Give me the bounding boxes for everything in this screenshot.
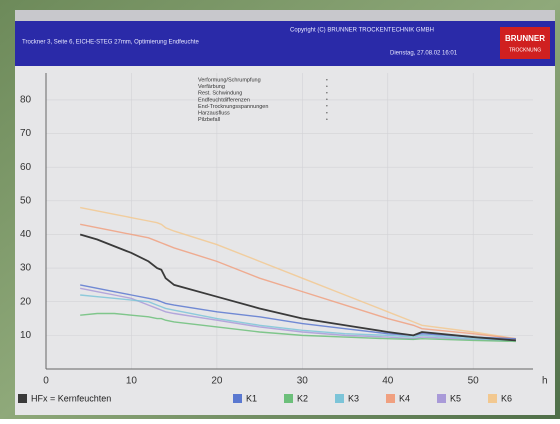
annotation-marker: • [326, 110, 328, 116]
y-tick-label: 10 [20, 330, 32, 341]
legend-swatch [335, 394, 344, 403]
annotation-marker: • [326, 77, 328, 83]
legend-label: K3 [348, 393, 359, 403]
x-tick-label: 40 [382, 376, 394, 387]
x-tick-label: 50 [468, 376, 480, 387]
y-tick-label: 50 [20, 195, 32, 206]
annotation-marker: • [326, 117, 328, 123]
series-line [80, 294, 516, 342]
header-band [15, 21, 555, 66]
x-axis-label: h [542, 376, 548, 387]
y-tick-label: 70 [20, 128, 32, 139]
legend-swatch [233, 394, 242, 403]
annotation: End-Trocknungsspannungen [198, 104, 268, 110]
x-tick-label: 10 [126, 376, 138, 387]
annotation: Pilzbefall [198, 117, 220, 123]
series-line [80, 287, 516, 342]
logo-sub: TROCKNUNG [509, 47, 541, 53]
tab-bar [15, 10, 555, 21]
annotation: Verfärbung [198, 84, 225, 90]
legend-swatch [284, 394, 293, 403]
chart-area [15, 66, 555, 415]
legend-label: K2 [297, 393, 308, 403]
y-tick-label: 20 [20, 296, 32, 307]
annotation: Harzausfluss [198, 110, 230, 116]
x-tick-label: 30 [297, 376, 309, 387]
annotation: Rest. Schwindung [198, 91, 242, 97]
annotation-marker: • [326, 84, 328, 90]
y-tick-label: 40 [20, 229, 32, 240]
date: Dienstag, 27.08.02 16:01 [390, 51, 458, 57]
x-tick-label: 0 [43, 376, 49, 387]
legend-swatch [386, 394, 395, 403]
y-tick-label: 60 [20, 162, 32, 173]
legend-label: K4 [399, 393, 410, 403]
legend-label: HFx = Kernfeuchten [31, 393, 111, 403]
y-tick-label: 30 [20, 263, 32, 274]
legend-swatch [18, 394, 27, 403]
legend-label: K6 [501, 393, 512, 403]
annotation: Verformung/Schrumpfung [198, 77, 261, 83]
y-tick-label: 80 [20, 95, 32, 106]
x-tick-label: 20 [211, 376, 223, 387]
series-line [80, 223, 516, 340]
annotation-marker: • [326, 104, 328, 110]
annotation-marker: • [326, 91, 328, 97]
legend-swatch [437, 394, 446, 403]
legend-swatch [488, 394, 497, 403]
series-line [79, 233, 516, 342]
annotation: Endfeuchtdifferenzen [198, 97, 250, 103]
copyright: Copyright (C) BRUNNER TROCKENTECHNIK GMB… [290, 28, 434, 34]
series-line [80, 206, 517, 340]
legend-label: K5 [450, 393, 461, 403]
annotation-marker: • [326, 97, 328, 103]
logo-box [500, 27, 550, 59]
legend-label: K1 [246, 393, 257, 403]
series-line [80, 312, 516, 343]
logo: BRUNNER [505, 34, 545, 43]
header-title: Trockner 3, Seite 6, EICHE-STEG 27mm, Op… [22, 40, 200, 46]
